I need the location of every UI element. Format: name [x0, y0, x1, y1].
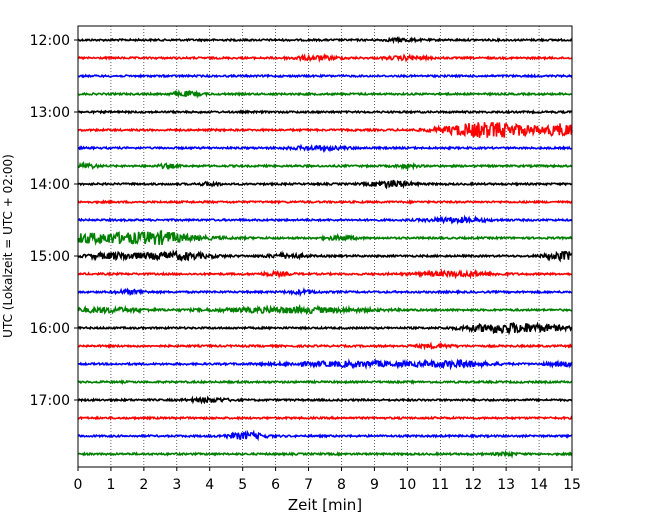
- x-tick-label-7: 7: [304, 477, 313, 493]
- trace-1300: [77, 109, 573, 115]
- plot-frame: [77, 25, 573, 468]
- trace-1515: [77, 268, 573, 280]
- x-tick-label-8: 8: [337, 477, 346, 493]
- x-tick-label-4: 4: [205, 477, 214, 493]
- trace-1200: [77, 36, 573, 45]
- y-tick-label-14:00: 14:00: [30, 177, 70, 193]
- y-tick-label-13:00: 13:00: [30, 105, 70, 121]
- y-tick-label-17:00: 17:00: [30, 393, 70, 409]
- y-axis: 12:00 13:00 14:00 15:00 16:00 17:00: [30, 33, 78, 409]
- trace-1645: [77, 379, 573, 385]
- trace-1215: [77, 52, 573, 63]
- trace-1400: [77, 179, 573, 190]
- trace-1700: [77, 395, 573, 405]
- trace-1445: [77, 230, 573, 246]
- x-tick-label-1: 1: [106, 477, 115, 493]
- x-tick-label-5: 5: [238, 477, 247, 493]
- x-tick-label-10: 10: [398, 477, 416, 493]
- trace-1330: [77, 143, 573, 154]
- trace-layer: [77, 36, 573, 459]
- trace-1730: [77, 429, 573, 442]
- trace-1245: [77, 89, 573, 99]
- x-tick-label-11: 11: [431, 477, 449, 493]
- x-tick-label-14: 14: [530, 477, 548, 493]
- trace-1345: [77, 160, 573, 172]
- trace-1415: [77, 199, 573, 205]
- y-tick-label-16:00: 16:00: [30, 321, 70, 337]
- x-tick-label-13: 13: [497, 477, 515, 493]
- trace-1615: [77, 341, 573, 351]
- x-tick-label-12: 12: [464, 477, 482, 493]
- x-axis: 0 1 2 3 4 5 6 7 8 9 10 11 12 13 14 15: [74, 467, 581, 493]
- x-axis-label: Zeit [min]: [288, 496, 362, 514]
- x-tick-label-3: 3: [172, 477, 181, 493]
- trace-1630: [77, 357, 573, 371]
- x-tick-label-2: 2: [139, 477, 148, 493]
- trace-1715: [77, 415, 573, 421]
- trace-1600: [77, 321, 573, 336]
- y-axis-label: UTC (Lokalzeit = UTC + 02:00): [1, 154, 15, 338]
- trace-1315: [77, 122, 573, 138]
- trace-1745: [77, 449, 573, 459]
- y-tick-label-15:00: 15:00: [30, 249, 70, 265]
- y-tick-label-12:00: 12:00: [30, 33, 70, 49]
- trace-1530: [77, 287, 573, 298]
- x-tick-label-15: 15: [563, 477, 581, 493]
- trace-1430: [77, 214, 573, 226]
- x-tick-label-0: 0: [74, 477, 83, 493]
- trace-1230: [77, 73, 573, 79]
- trace-1500: [77, 248, 573, 263]
- x-tick-label-6: 6: [271, 477, 280, 493]
- trace-1545: [77, 303, 573, 315]
- x-tick-label-9: 9: [370, 477, 379, 493]
